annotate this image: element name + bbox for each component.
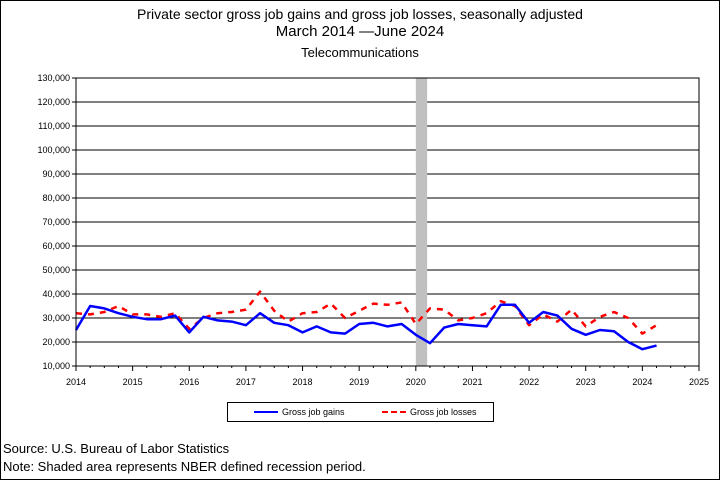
- x-tick-label: 2014: [66, 377, 86, 387]
- y-tick-label: 100,000: [37, 145, 70, 155]
- chart-industry: Telecommunications: [301, 45, 419, 60]
- source-note: Source: U.S. Bureau of Labor Statistics: [3, 441, 230, 456]
- x-tick-label: 2016: [179, 377, 199, 387]
- series-layer: [74, 290, 658, 351]
- y-tick-label: 80,000: [42, 193, 70, 203]
- shading-note: Note: Shaded area represents NBER define…: [3, 459, 366, 474]
- y-tick-label: 90,000: [42, 169, 70, 179]
- x-tick-label: 2015: [123, 377, 143, 387]
- losses-line: [75, 290, 658, 335]
- legend-swatch-gains: [254, 411, 278, 413]
- x-tick-label: 2021: [462, 377, 482, 387]
- x-tick-label: 2023: [576, 377, 596, 387]
- legend-label-gains: Gross job gains: [282, 407, 345, 417]
- recession-shading: [415, 78, 428, 366]
- y-tick-label: 40,000: [42, 289, 70, 299]
- x-tick-label: 2020: [406, 377, 426, 387]
- x-tick-label: 2024: [632, 377, 652, 387]
- y-tick-label: 60,000: [42, 241, 70, 251]
- legend-swatch-losses: [382, 411, 406, 413]
- x-axis-ticks: 2014 2015 2016 2017 2018 2019 2020 2021 2022 2023…: [66, 366, 709, 387]
- y-tick-label: 110,000: [38, 121, 70, 131]
- y-tick-label: 120,000: [37, 97, 70, 107]
- y-tick-label: 70,000: [42, 217, 70, 227]
- legend: Gross job gains Gross job losses: [227, 402, 494, 422]
- y-tick-label: 50,000: [42, 265, 70, 275]
- y-tick-label: 130,000: [37, 73, 70, 83]
- y-tick-label: 20,000: [42, 337, 70, 347]
- gains-line: [74, 303, 657, 351]
- x-tick-label: 2022: [519, 377, 539, 387]
- chart-title: Private sector gross job gains and gross…: [137, 6, 583, 22]
- x-tick-label: 2018: [293, 377, 313, 387]
- gridlines: [76, 77, 699, 367]
- legend-label-losses: Gross job losses: [410, 407, 477, 417]
- chart-date-range: March 2014 —June 2024: [275, 23, 445, 40]
- y-axis-ticks: 10,000 20,000 30,000 40,000 50,000 60,000 70,0…: [37, 73, 76, 371]
- x-tick-label: 2025: [689, 377, 709, 387]
- y-tick-label: 10,000: [42, 361, 70, 371]
- x-tick-label: 2017: [236, 377, 256, 387]
- recession-band: [415, 78, 428, 366]
- line-chart: 10,000 20,000 30,000 40,000 50,000 60,000 70,0…: [37, 73, 709, 387]
- x-tick-label: 2019: [349, 377, 369, 387]
- y-tick-label: 30,000: [42, 313, 70, 323]
